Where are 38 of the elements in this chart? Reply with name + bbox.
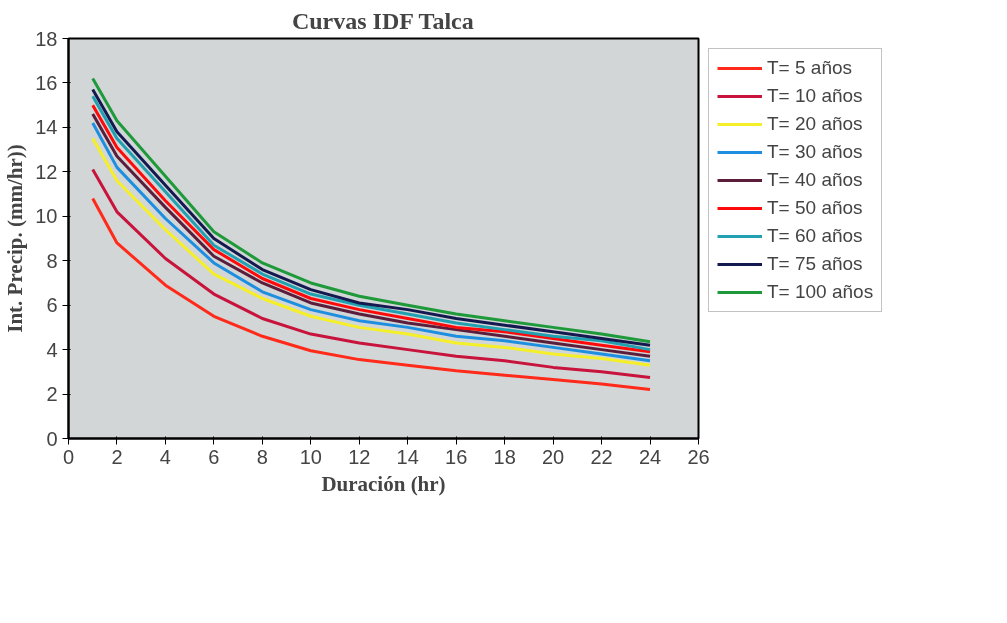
x-tick-label: 4: [159, 445, 171, 468]
x-tick-label: 18: [493, 445, 516, 468]
y-tick-label: 12: [35, 160, 58, 183]
legend-label: T= 40 años: [767, 169, 863, 191]
x-tick-label: 14: [396, 445, 419, 468]
legend-label: T= 75 años: [767, 253, 863, 275]
x-tick-label: 22: [590, 445, 613, 468]
legend-label: T= 20 años: [767, 113, 863, 135]
x-tick-label: 8: [256, 445, 268, 468]
chart-title: Curvas IDF Talca: [291, 7, 474, 34]
x-tick-label: 0: [62, 445, 75, 468]
x-axis-title: Duración (hr): [321, 471, 446, 496]
line-series: [91, 168, 652, 379]
x-tick-label: 16: [445, 445, 468, 468]
x-tick-label: 24: [638, 445, 662, 468]
y-tick-label: 2: [46, 383, 58, 406]
x-tick-label: 10: [299, 445, 322, 468]
x-tick-label: 6: [208, 445, 220, 468]
x-tick-label: 2: [111, 445, 123, 468]
y-tick-label: 16: [35, 71, 58, 94]
legend-label: T= 5 años: [767, 57, 853, 79]
legend-label: T= 100 años: [767, 281, 874, 303]
y-tick-label: 0: [46, 427, 58, 450]
legend-label: T= 60 años: [767, 225, 863, 247]
y-tick-label: 4: [46, 338, 58, 361]
legend-label: T= 50 años: [767, 197, 863, 219]
y-tick-label: 18: [35, 27, 58, 50]
y-tick-label: 8: [46, 249, 58, 272]
x-tick-label: 20: [541, 445, 565, 468]
y-tick-label: 6: [46, 294, 58, 317]
legend-label: T= 10 años: [767, 85, 863, 107]
legend-label: T= 30 años: [767, 141, 863, 163]
y-tick-label: 14: [35, 116, 58, 139]
x-tick-label: 12: [348, 445, 371, 468]
y-axis-title: Int. Precip. (mm/hr)): [3, 144, 28, 333]
line-series: [91, 197, 652, 392]
x-tick-label: 26: [687, 445, 710, 468]
y-tick-label: 10: [35, 205, 58, 228]
